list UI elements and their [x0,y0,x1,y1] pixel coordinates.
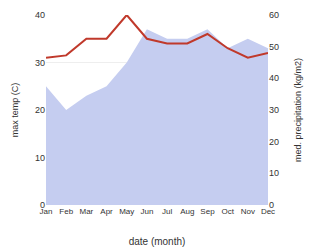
svg-text:Jun: Jun [140,207,153,216]
svg-text:date (month): date (month) [129,236,186,247]
svg-text:40: 40 [269,73,279,83]
svg-text:Feb: Feb [59,207,73,216]
svg-text:Dec: Dec [261,207,275,216]
svg-text:Nov: Nov [241,207,255,216]
svg-text:20: 20 [269,137,279,147]
svg-text:30: 30 [35,58,45,68]
svg-text:Mar: Mar [79,207,93,216]
svg-text:30: 30 [269,105,279,115]
svg-text:40: 40 [35,10,45,20]
svg-text:max temp (C): max temp (C) [10,83,20,138]
svg-text:50: 50 [269,42,279,52]
svg-text:10: 10 [35,153,45,163]
svg-text:Apr: Apr [100,207,113,216]
svg-text:Sep: Sep [200,207,215,216]
svg-text:10: 10 [269,168,279,178]
svg-text:0: 0 [269,200,274,210]
svg-text:May: May [119,207,134,216]
svg-text:Aug: Aug [180,207,194,216]
svg-text:med. precipitation (kg/m2): med. precipitation (kg/m2) [293,58,303,162]
svg-text:Oct: Oct [221,207,234,216]
svg-text:60: 60 [269,10,279,20]
svg-text:0: 0 [40,200,45,210]
svg-text:Jan: Jan [40,207,53,216]
svg-text:20: 20 [35,105,45,115]
svg-text:Jul: Jul [162,207,172,216]
